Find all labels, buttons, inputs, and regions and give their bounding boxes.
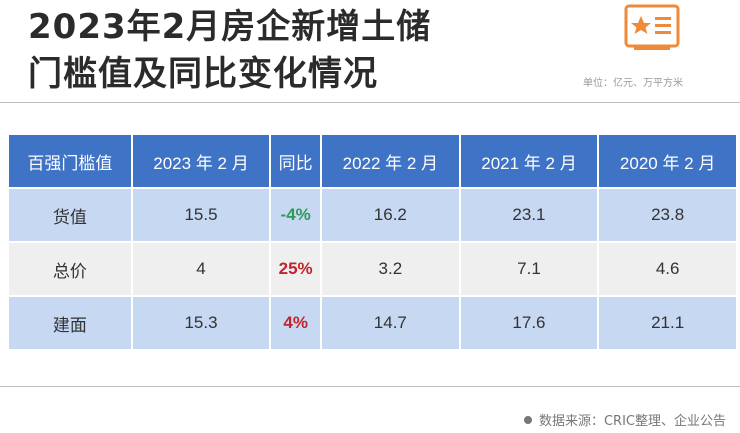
header-cell: 2021 年 2 月 <box>460 135 598 187</box>
unit-label: 单位：亿元、万平方米 <box>583 78 683 89</box>
value-cell: 23.8 <box>599 189 736 241</box>
table-row: 建面 15.3 4% 14.7 17.6 21.1 <box>9 297 736 349</box>
row-label: 建面 <box>9 297 131 349</box>
value-cell: 16.2 <box>322 189 459 241</box>
yoy-cell: 4% <box>271 297 321 349</box>
star-document-icon <box>624 4 680 50</box>
yoy-cell: -4% <box>271 189 321 241</box>
yoy-cell: 25% <box>271 243 321 295</box>
header-cell: 同比 <box>271 135 321 187</box>
value-cell: 14.7 <box>322 297 459 349</box>
top-divider <box>0 102 740 103</box>
table-row: 货值 15.5 -4% 16.2 23.1 23.8 <box>9 189 736 241</box>
title-line-2: 门槛值及同比变化情况 <box>28 54 378 94</box>
source-note: 数据来源：CRIC整理、企业公告 <box>523 410 726 429</box>
header-cell: 百强门槛值 <box>9 135 131 187</box>
value-cell: 17.6 <box>460 297 598 349</box>
table-header-row: 百强门槛值 2023 年 2 月 同比 2022 年 2 月 2021 年 2 … <box>9 135 736 187</box>
table-row: 总价 4 25% 3.2 7.1 4.6 <box>9 243 736 295</box>
source-text: 数据来源：CRIC整理、企业公告 <box>538 414 726 429</box>
header-cell: 2022 年 2 月 <box>322 135 459 187</box>
bullet-dot-icon <box>523 415 532 424</box>
value-cell: 4 <box>132 243 270 295</box>
header-cell: 2020 年 2 月 <box>599 135 736 187</box>
value-cell: 7.1 <box>460 243 598 295</box>
value-cell: 15.5 <box>132 189 270 241</box>
header-cell: 2023 年 2 月 <box>132 135 270 187</box>
bottom-divider <box>0 386 740 387</box>
row-label: 总价 <box>9 243 131 295</box>
value-cell: 3.2 <box>322 243 459 295</box>
title-line-1: 2023年2月房企新增土储 <box>28 7 432 47</box>
value-cell: 15.3 <box>132 297 270 349</box>
value-cell: 21.1 <box>599 297 736 349</box>
row-label: 货值 <box>9 189 131 241</box>
threshold-table: 百强门槛值 2023 年 2 月 同比 2022 年 2 月 2021 年 2 … <box>7 133 738 351</box>
value-cell: 4.6 <box>599 243 736 295</box>
page-title: 2023年2月房企新增土储 门槛值及同比变化情况 <box>28 4 431 98</box>
value-cell: 23.1 <box>460 189 598 241</box>
